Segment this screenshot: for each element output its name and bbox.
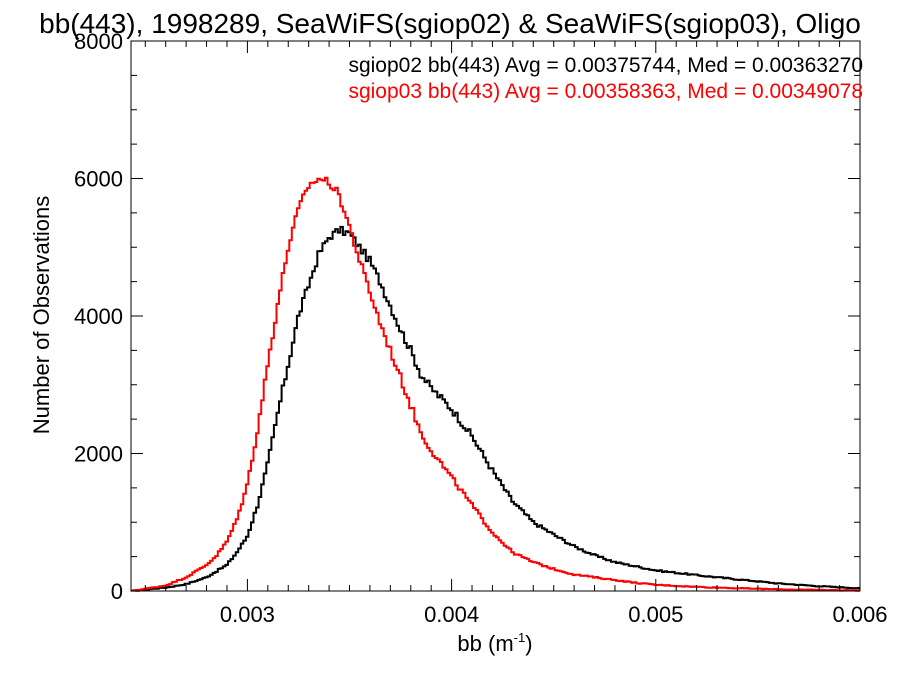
x-axis-label-main: bb (m	[457, 631, 513, 656]
legend-entry-sgiop03: sgiop03 bb(443) Avg = 0.00358363, Med = …	[348, 80, 863, 103]
y-tick-label: 2000	[74, 442, 123, 467]
series-layer	[131, 176, 860, 592]
x-axis-label-suffix: )	[525, 631, 532, 656]
x-axis-label-superscript: -1	[514, 630, 526, 645]
x-tick-label: 0.005	[628, 602, 683, 627]
axes-layer: 0.003 0.004 0.005 0.006 0 2000 4000 6000 8000	[74, 29, 887, 627]
y-tick-label: 0	[111, 579, 123, 604]
series-line-sgiop03	[131, 176, 860, 592]
chart-title: bb(443), 1998289, SeaWiFS(sgiop02) & Sea…	[39, 8, 861, 39]
series-line-sgiop02	[131, 225, 860, 592]
y-tick-label: 4000	[74, 304, 123, 329]
x-tick-label: 0.004	[424, 602, 479, 627]
legend-entry-sgiop02: sgiop02 bb(443) Avg = 0.00375744, Med = …	[348, 54, 863, 77]
x-tick-label: 0.003	[220, 602, 275, 627]
x-axis-label: bb (m-1)	[457, 630, 532, 656]
x-tick-label: 0.006	[832, 602, 887, 627]
y-tick-label: 6000	[74, 167, 123, 192]
legend: sgiop02 bb(443) Avg = 0.00375744, Med = …	[348, 54, 863, 103]
y-axis-label: Number of Observations	[29, 196, 54, 434]
y-tick-label: 8000	[74, 29, 123, 54]
